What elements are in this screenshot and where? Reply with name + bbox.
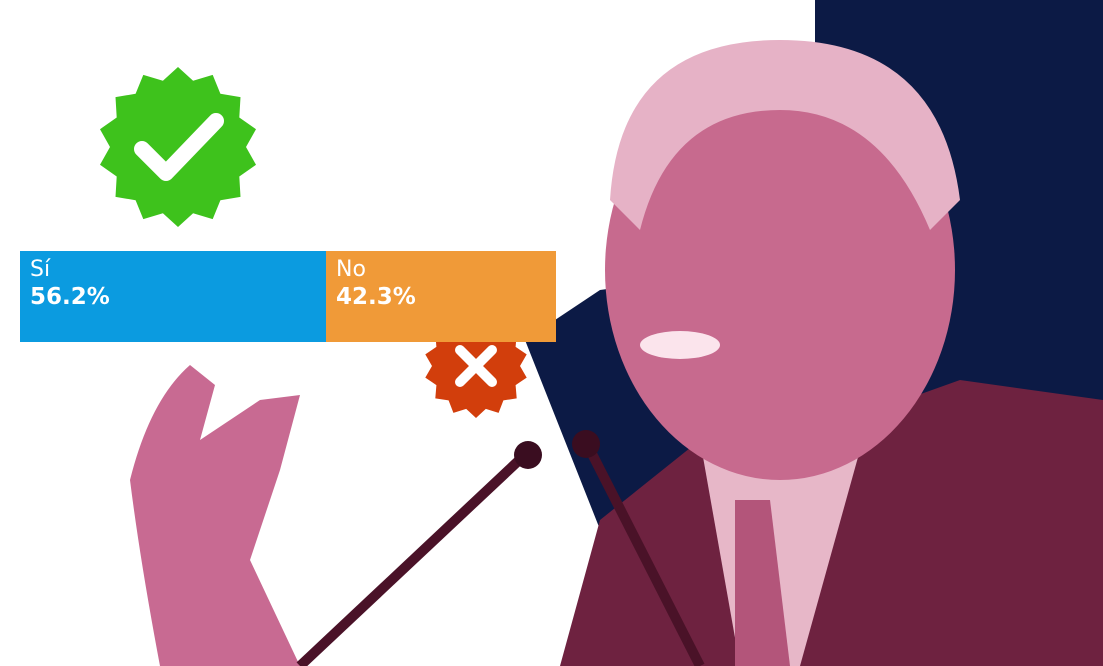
bar-no: No 42.3% — [326, 251, 556, 342]
speaker-photo — [130, 40, 1103, 666]
bar-value-no: 42.3% — [336, 284, 416, 310]
bar-si: Sí 56.2% — [20, 251, 326, 342]
bar-label-no: No — [336, 257, 366, 282]
bar-label-si: Sí — [30, 257, 51, 282]
check-icon — [134, 113, 224, 181]
check-badge — [100, 67, 256, 227]
bar-value-si: 56.2% — [30, 284, 110, 310]
x-icon — [455, 345, 497, 387]
